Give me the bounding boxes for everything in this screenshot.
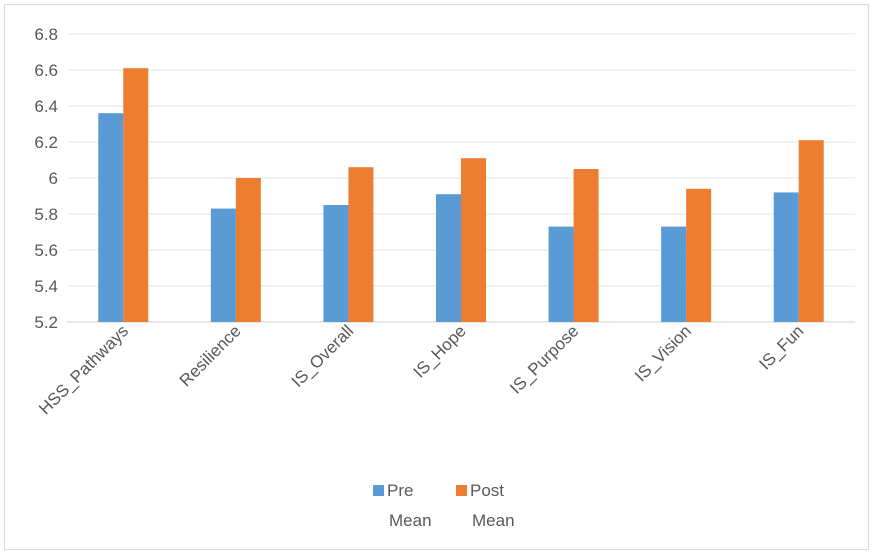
legend-label: Mean [389, 511, 432, 530]
bar-post [798, 140, 824, 322]
bar-post [461, 158, 486, 322]
legend: Pre Mean Post Mean [373, 481, 515, 530]
x-tick-label: IS_Vision [631, 321, 695, 385]
legend-swatch [373, 485, 384, 496]
x-tick-label: IS_Purpose [506, 321, 582, 397]
y-tick-label: 5.8 [34, 205, 58, 224]
gridlines [67, 33, 855, 323]
bar-post [235, 178, 261, 322]
bar-post [573, 169, 599, 322]
legend-swatch [456, 485, 467, 496]
bar-pre [436, 194, 461, 322]
bar-pre [661, 226, 687, 322]
y-tick-label: 6.8 [34, 25, 58, 44]
legend-label: Post [470, 481, 504, 500]
x-tick-label: Resilience [176, 321, 245, 390]
bar-pre [210, 208, 236, 322]
y-tick-label: 6.6 [34, 61, 58, 80]
legend-label: Pre [387, 481, 413, 500]
bar-pre [323, 205, 349, 322]
bar-post [348, 167, 374, 322]
x-tick-label: IS_Hope [410, 321, 470, 381]
bar-post [123, 68, 149, 322]
x-axis-ticks: HSS_Pathways Resilience IS_Overall IS_Hope I… [35, 321, 807, 418]
y-tick-label: 5.6 [34, 241, 58, 260]
bar-pre [548, 226, 574, 322]
bar-post [686, 188, 712, 322]
x-tick-label: HSS_Pathways [35, 321, 132, 418]
x-tick-label: IS_Overall [288, 321, 358, 391]
legend-label: Mean [472, 511, 515, 530]
x-tick-label: IS_Fun [755, 321, 807, 373]
y-tick-label: 5.2 [34, 313, 58, 332]
y-tick-label: 5.4 [34, 277, 58, 296]
y-tick-label: 6 [49, 169, 58, 188]
bar-pre [773, 192, 799, 322]
y-tick-label: 6.2 [34, 133, 58, 152]
y-axis-ticks: 5.2 5.4 5.6 5.8 6 6.2 6.4 6.6 6.8 [34, 25, 58, 332]
bar-pre [98, 113, 124, 322]
bars [98, 68, 824, 322]
y-tick-label: 6.4 [34, 97, 58, 116]
